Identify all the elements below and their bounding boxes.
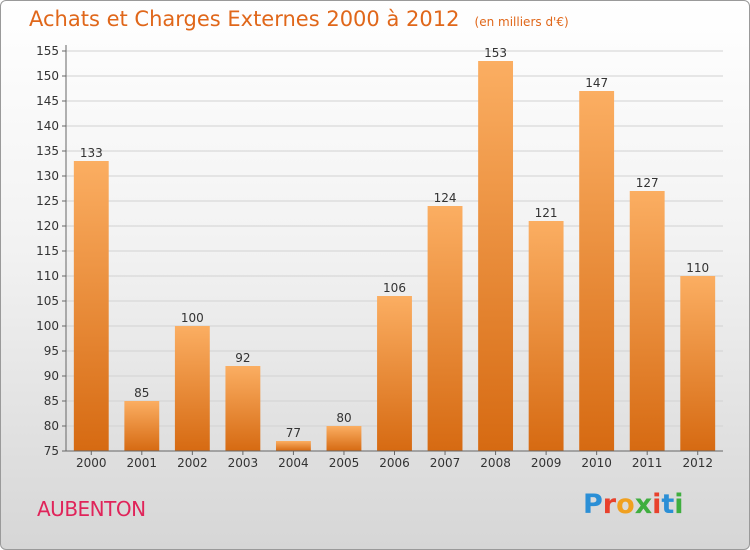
x-tick-label: 2012: [682, 456, 713, 470]
y-tick-label: 110: [36, 269, 59, 283]
x-tick-label: 2007: [430, 456, 461, 470]
bar-2000: [73, 161, 109, 451]
y-tick-label: 100: [36, 319, 59, 333]
data-label: 121: [535, 206, 558, 220]
commune-name: AUBENTON: [37, 497, 146, 521]
proxiti-logo: Proxiti: [583, 489, 684, 520]
y-tick-label: 80: [44, 419, 59, 433]
y-tick-label: 155: [36, 44, 59, 58]
bars: [73, 61, 716, 451]
data-label: 77: [286, 426, 301, 440]
y-tick-label: 125: [36, 194, 59, 208]
x-tick-label: 2003: [228, 456, 259, 470]
y-tick-label: 135: [36, 144, 59, 158]
x-tick-label: 2011: [632, 456, 663, 470]
y-tick-label: 95: [44, 344, 59, 358]
y-tick-label: 140: [36, 119, 59, 133]
y-tick-label: 115: [36, 244, 59, 258]
chart-header: Achats et Charges Externes 2000 à 2012 (…: [29, 7, 569, 31]
data-label: 153: [484, 46, 507, 60]
bar-2002: [174, 326, 210, 451]
data-label: 85: [134, 386, 149, 400]
x-tick-label: 2009: [531, 456, 562, 470]
bar-2009: [528, 221, 564, 451]
x-tick-label: 2002: [177, 456, 208, 470]
x-tick-label: 2005: [329, 456, 360, 470]
bar-2010: [579, 91, 615, 451]
x-tick-label: 2000: [76, 456, 107, 470]
data-label: 100: [181, 311, 204, 325]
x-tick-label: 2006: [379, 456, 410, 470]
data-label: 106: [383, 281, 406, 295]
logo-letter: i: [674, 489, 684, 520]
x-tick-label: 2010: [581, 456, 612, 470]
data-label: 80: [336, 411, 351, 425]
data-label: 124: [434, 191, 457, 205]
logo-letter: x: [634, 489, 653, 520]
axes: [65, 45, 723, 452]
data-label: 147: [585, 76, 608, 90]
y-tick-label: 145: [36, 94, 59, 108]
data-label: 127: [636, 176, 659, 190]
bar-2004: [275, 441, 311, 451]
bar-2007: [427, 206, 463, 451]
x-tick-label: 2008: [480, 456, 511, 470]
data-label: 133: [80, 146, 103, 160]
bar-2001: [124, 401, 160, 451]
bar-2005: [326, 426, 362, 451]
y-tick-label: 130: [36, 169, 59, 183]
y-tick-label: 75: [44, 444, 59, 458]
chart-title: Achats et Charges Externes 2000 à 2012: [29, 7, 460, 31]
logo-letter: P: [583, 489, 603, 520]
y-axis-ticks: 75 80 85 90 95 100 105 110 115 120 125 130 135 140 145…: [36, 44, 66, 458]
data-label: 110: [686, 261, 709, 275]
y-tick-label: 150: [36, 69, 59, 83]
bar-2008: [478, 61, 514, 451]
y-tick-label: 105: [36, 294, 59, 308]
logo-letter: t: [661, 489, 675, 520]
x-tick-label: 2001: [127, 456, 158, 470]
logo-letter: r: [602, 489, 617, 520]
logo-letter: o: [616, 489, 635, 520]
bar-2012: [680, 276, 716, 451]
x-axis-ticks: 2000 2001 2002 2003 2004 2005 2006 2007 2008 2009…: [76, 451, 713, 470]
y-tick-label: 90: [44, 369, 59, 383]
chart-subtitle: (en milliers d'€): [474, 15, 569, 29]
logo-letter: i: [652, 489, 662, 520]
data-label: 92: [235, 351, 250, 365]
data-labels: 133 85 100 92 77 80 106 124 153 121 147 127 110: [80, 46, 709, 440]
y-tick-label: 85: [44, 394, 59, 408]
bar-2003: [225, 366, 261, 451]
x-tick-label: 2004: [278, 456, 309, 470]
y-tick-label: 120: [36, 219, 59, 233]
bar-2011: [629, 191, 665, 451]
bar-2006: [377, 296, 412, 451]
